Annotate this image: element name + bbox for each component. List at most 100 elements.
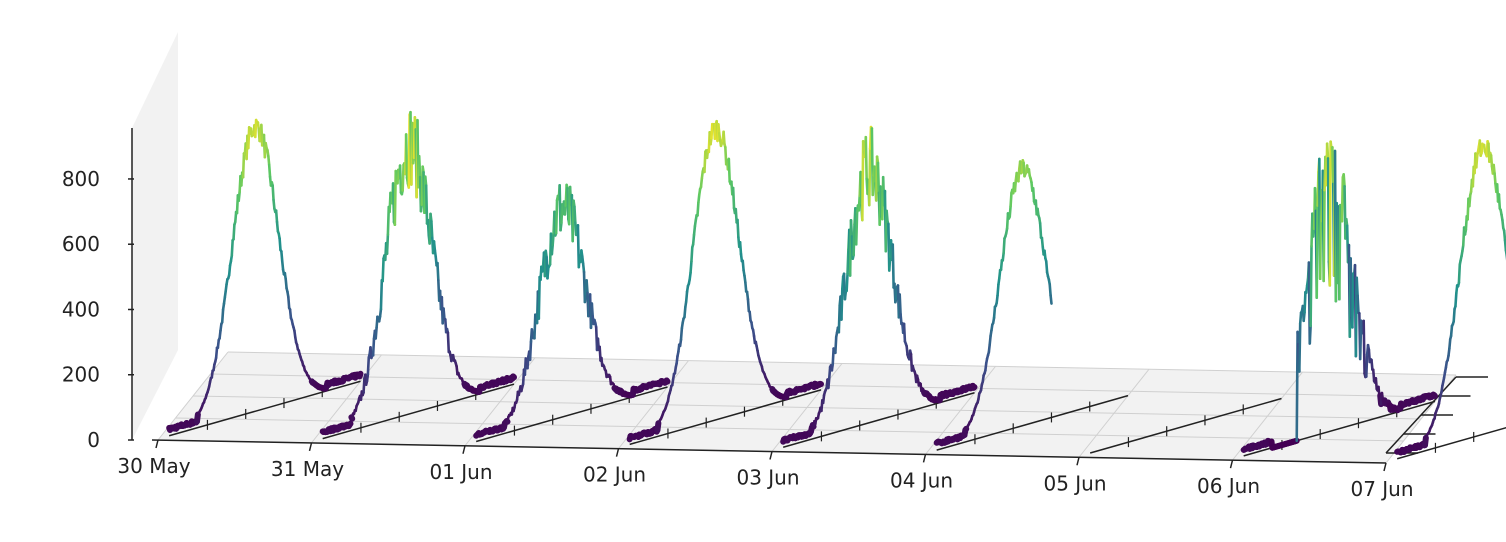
- series-segment: [738, 240, 743, 256]
- series-segment: [1370, 358, 1374, 371]
- series-segment: [356, 370, 364, 380]
- series-segment: [436, 261, 440, 282]
- series-segment: [871, 173, 875, 197]
- series-segment: [885, 209, 889, 223]
- series-segment: [736, 218, 740, 239]
- series-segment: [554, 198, 559, 235]
- series-segment: [393, 169, 398, 226]
- series-segment: [970, 384, 978, 391]
- series-segment: [679, 327, 684, 342]
- series-segment: [746, 297, 751, 313]
- series-segment: [528, 340, 533, 362]
- series-segment: [1044, 260, 1049, 274]
- series-segment: [683, 305, 687, 319]
- series-segment: [692, 225, 697, 237]
- day-series: [319, 110, 517, 440]
- series-segment: [241, 152, 246, 179]
- series-segment: [1009, 191, 1013, 208]
- series-segment: [417, 154, 422, 179]
- series-segment: [690, 246, 694, 263]
- series-segment: [232, 223, 236, 241]
- day-series: [780, 125, 978, 448]
- series-segment: [1038, 222, 1043, 239]
- series-segment: [905, 344, 909, 357]
- series-segment: [230, 238, 234, 258]
- series-segment: [1049, 294, 1053, 305]
- series-segment: [988, 334, 992, 346]
- series-segment: [1008, 204, 1012, 219]
- series-segment: [902, 322, 907, 343]
- series-segment: [834, 335, 838, 355]
- series-segment: [227, 264, 232, 277]
- day-baseline: [168, 380, 361, 437]
- series-segment: [748, 310, 752, 322]
- series-segment: [583, 292, 588, 304]
- series-segment: [1475, 154, 1479, 169]
- series-segment: [280, 250, 284, 263]
- series-segment: [1013, 179, 1018, 193]
- x-tick: [615, 448, 620, 457]
- x-tick-label: 30 May: [117, 454, 190, 478]
- series-segment: [703, 150, 707, 174]
- series-segment: [1302, 311, 1306, 323]
- series-segment: [999, 259, 1004, 272]
- series-segment: [253, 118, 258, 139]
- series-segment: [1031, 187, 1036, 203]
- series-segment: [1040, 236, 1045, 249]
- series-segment: [1489, 154, 1494, 168]
- series-segment: [663, 377, 671, 385]
- series-segment: [275, 220, 280, 233]
- series-segment: [1454, 292, 1458, 308]
- series-segment: [1448, 338, 1452, 351]
- day-baseline: [1089, 397, 1282, 454]
- day-series: [166, 118, 364, 437]
- series-segment: [1298, 311, 1303, 325]
- date-grid-line: [1232, 371, 1303, 461]
- series-segment: [430, 219, 434, 240]
- series-segment: [696, 201, 700, 217]
- x-tick-label: 07 Jun: [1350, 477, 1413, 501]
- series-segment: [401, 163, 405, 192]
- series-segment: [573, 205, 577, 225]
- series-segment: [1315, 204, 1319, 299]
- series-segment: [1296, 330, 1300, 346]
- x-tick-label: 05 Jun: [1043, 471, 1106, 495]
- series-segment: [1449, 324, 1454, 338]
- series-segment: [220, 308, 225, 324]
- day-series: [1394, 139, 1506, 460]
- x-tick-label: 03 Jun: [736, 466, 799, 490]
- series-segment: [691, 233, 696, 246]
- series-segment: [1493, 172, 1497, 185]
- x-tick: [769, 451, 773, 460]
- series-segment: [1502, 229, 1506, 242]
- series-segment: [550, 243, 555, 256]
- series-segment: [727, 157, 731, 183]
- z-tick-label: 400: [62, 297, 100, 321]
- series-segment: [442, 307, 446, 320]
- z-tick-label: 600: [62, 232, 100, 256]
- series-segment: [1374, 377, 1379, 391]
- day-baseline: [1396, 426, 1506, 460]
- day-baseline: [782, 392, 975, 448]
- x-tick-label: 02 Jun: [583, 463, 646, 487]
- series-segment: [1017, 167, 1021, 183]
- series-segment: [1457, 263, 1462, 285]
- series-segment: [581, 262, 586, 274]
- x-tick-label: 06 Jun: [1197, 474, 1260, 498]
- series-segment: [381, 257, 385, 283]
- series-segment: [398, 164, 403, 194]
- series-segment: [362, 377, 366, 394]
- series-segment: [861, 140, 865, 222]
- series-segment: [1497, 193, 1502, 210]
- series-segment: [1355, 276, 1359, 298]
- series-segment: [272, 198, 276, 210]
- series-segment: [274, 209, 279, 224]
- series-segment: [1303, 290, 1307, 314]
- series-segment: [1331, 146, 1335, 186]
- series-segment: [1308, 324, 1312, 345]
- day-series: [1240, 140, 1438, 457]
- series-segment: [432, 240, 437, 252]
- series-segment: [846, 248, 850, 276]
- day-series: [1089, 397, 1282, 454]
